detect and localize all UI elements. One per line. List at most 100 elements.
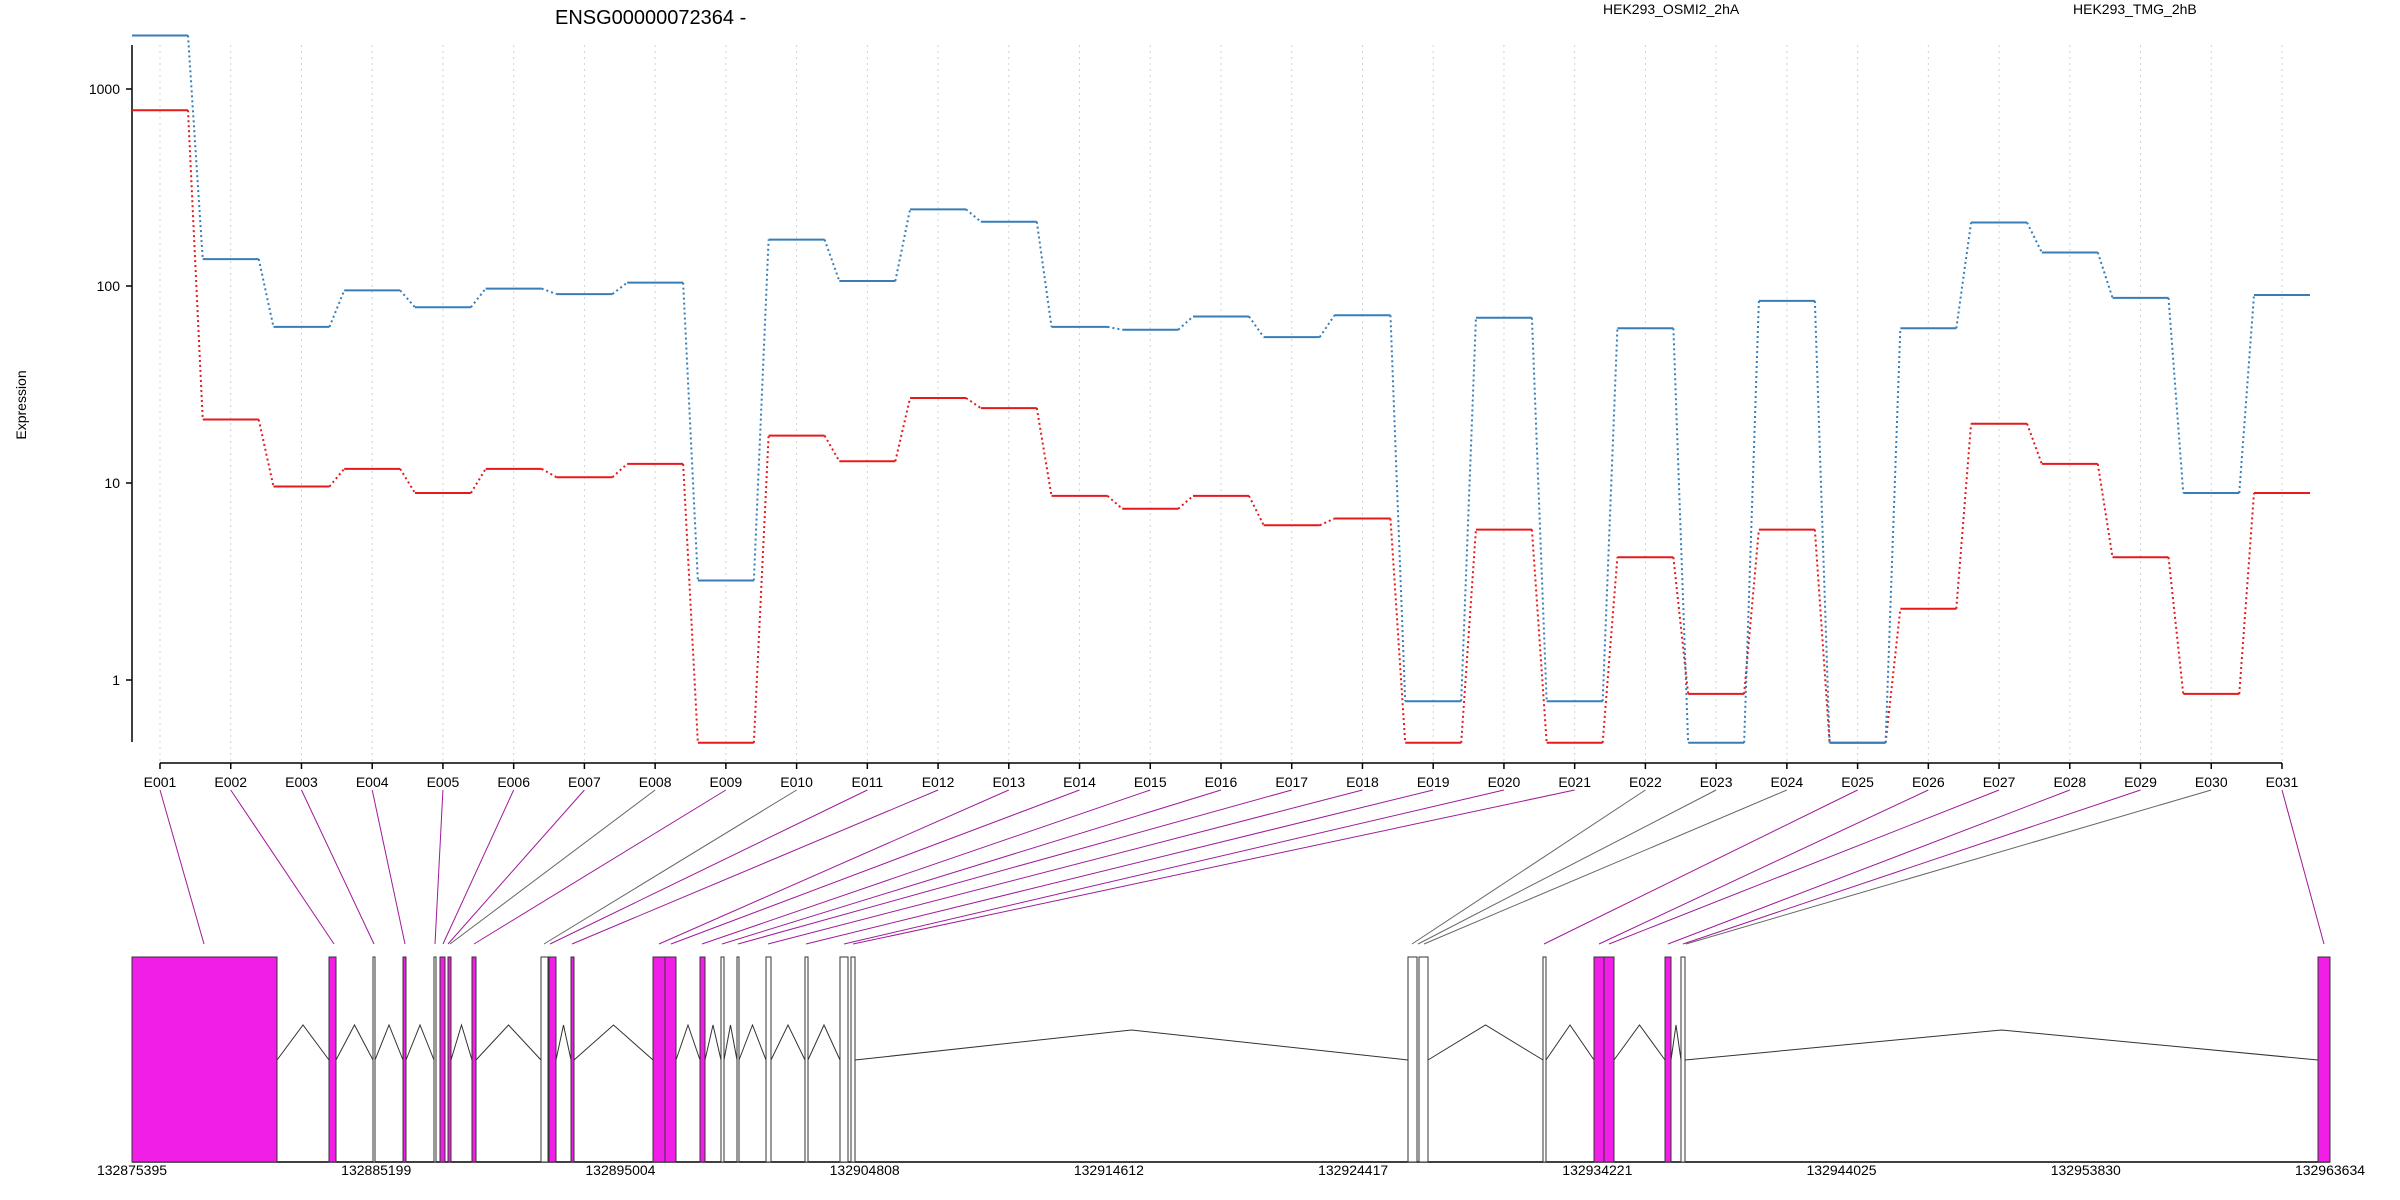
chart-title: ENSG00000072364 - [555,7,746,29]
data-connector [541,287,557,296]
data-connector [1672,328,1690,743]
exon-connector [473,789,727,945]
x-tick-label: E028 [2053,774,2086,790]
intron-line [723,1024,738,1061]
exon-box [548,956,557,1163]
intron-line [1670,1024,1682,1061]
data-connector [1884,608,1902,743]
genomic-tick-label: 132963634 [2295,1162,2365,1178]
data-connector [187,110,204,420]
data-connector [752,239,770,581]
data-connector [1743,300,1760,743]
x-tick-label: E013 [992,774,1025,790]
data-connector [965,208,982,223]
data-connector [1107,325,1123,331]
exon-connector [658,789,1010,945]
intron-line [573,1024,654,1061]
intron-line [854,1029,1409,1061]
data-connector [399,468,416,494]
legend-entry-tmg: HEK293_TMG_2hB [2073,1,2197,17]
data-connector [187,35,204,260]
exon-connector [2281,789,2325,945]
x-tick-label: E024 [1771,774,1804,790]
exon-box [1542,956,1547,1163]
data-connector [682,282,699,581]
exon-connector [1543,789,1858,945]
data-connector [1177,495,1194,510]
intron-line [807,1023,841,1061]
data-connector [1955,423,1973,609]
genomic-tick-label: 132885199 [341,1162,411,1178]
data-connector [1743,529,1760,694]
intron-line [675,1023,701,1061]
exon-box [1664,956,1672,1163]
x-tick-label: E012 [922,774,955,790]
data-connector [1813,300,1831,743]
x-tick-label: E027 [1983,774,2016,790]
x-tick-label: E003 [285,774,318,790]
data-connector [1248,495,1265,526]
x-tick-label: E006 [497,774,530,790]
genomic-tick-label: 132924417 [1318,1162,1388,1178]
exon-connector [230,789,335,945]
data-connector [2096,252,2114,299]
genomic-tick-label: 132895004 [585,1162,655,1178]
exon-connector [1682,789,2141,945]
data-connector [470,468,487,494]
exon-box [652,956,666,1163]
exon-box [1680,956,1686,1163]
x-tick-label: E004 [356,774,389,790]
exon-box [839,956,849,1163]
y-axis: 1 10 100 1000 [89,45,133,742]
x-tick-label: E018 [1346,774,1379,790]
intron-line [555,1024,572,1061]
data-connector [1389,315,1407,702]
intron-line [1427,1024,1544,1061]
exon-connector [434,789,444,945]
exon-box [1603,956,1615,1163]
data-connector [257,419,275,487]
y-tick-label: 1 [112,672,120,688]
exon-box [131,956,278,1163]
exon-connector [1685,789,2212,945]
exon-connector [447,789,585,945]
exon-connector [159,789,205,945]
exon-connector-lines [159,789,2325,945]
data-connector [965,397,982,409]
y-tick-label: 1000 [89,81,120,97]
exon-box [447,956,452,1163]
data-connector [2238,492,2255,694]
exon-box [439,956,446,1163]
data-connector [328,468,345,488]
y-axis-label: Expression [13,370,29,439]
data-connector [1248,315,1265,338]
data-connector [1601,328,1619,702]
x-tick-label: E025 [1841,774,1874,790]
exon-connector [301,789,375,945]
data-connector [2238,294,2255,494]
exon-box [720,956,725,1163]
genomic-coordinate-axis: 132875395 132885199 132895004 132904808 1329… [97,1162,2365,1178]
genomic-tick-label: 132914612 [1074,1162,1144,1178]
legend-entry-osmi2: HEK293_OSMI2_2hA [1603,1,1740,17]
exon-box [2317,956,2331,1163]
x-tick-label: E002 [214,774,247,790]
x-tick-label: E019 [1417,774,1450,790]
exon-connector [549,789,868,945]
x-tick-label: E005 [427,774,460,790]
data-connector [2026,423,2043,465]
exon-box [328,956,337,1163]
exon-connector [1423,789,1788,945]
data-connector [399,289,416,308]
exon-connector [1411,789,1646,945]
exon-connector [449,789,656,945]
x-tick-label: E026 [1912,774,1945,790]
exon-box [664,956,677,1163]
data-connector [1319,517,1335,527]
x-tick-label: E011 [851,774,883,790]
exon-box [402,956,407,1163]
exon-box [433,956,437,1163]
x-tick-label: E008 [639,774,672,790]
exon-connector [721,789,1222,945]
data-connector [1035,407,1053,497]
